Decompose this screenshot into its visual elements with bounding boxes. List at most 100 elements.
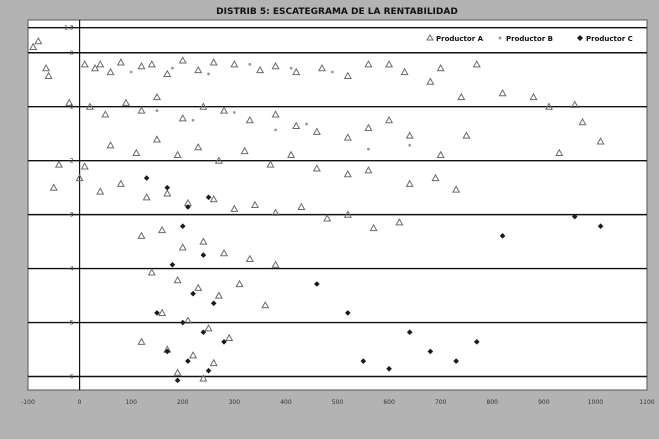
point-0-46 xyxy=(312,127,321,135)
point-0-39 xyxy=(152,92,162,101)
point-0-11 xyxy=(178,56,187,64)
point-0-7 xyxy=(116,58,125,66)
point-1-0 xyxy=(129,70,133,74)
plot-area xyxy=(27,19,648,391)
point-0-47 xyxy=(343,133,352,141)
point-0-35 xyxy=(85,102,94,110)
point-1-3 xyxy=(248,62,252,66)
point-0-36 xyxy=(101,110,110,118)
point-0-55 xyxy=(80,162,89,170)
point-0-73 xyxy=(96,187,105,195)
point-0-40 xyxy=(178,114,187,122)
y-tick-label-0: 1.3 xyxy=(64,25,74,32)
legend-label-2: Productor C xyxy=(586,35,633,43)
point-0-76 xyxy=(163,189,172,197)
point-0-27 xyxy=(498,88,507,97)
point-0-42 xyxy=(219,106,229,114)
point-0-107 xyxy=(209,358,218,367)
point-0-100 xyxy=(158,308,167,316)
point-0-8 xyxy=(137,62,146,70)
x-tick-label-3: 200 xyxy=(177,399,189,406)
point-0-51 xyxy=(436,150,445,158)
point-1-12 xyxy=(408,143,412,147)
point-0-19 xyxy=(343,71,352,79)
point-1-6 xyxy=(155,109,159,112)
point-1-4 xyxy=(289,66,293,70)
point-0-78 xyxy=(209,194,218,203)
x-tick-label-2: 100 xyxy=(125,399,137,406)
point-0-81 xyxy=(271,208,280,216)
x-tick-label-0: -100 xyxy=(21,399,35,406)
point-0-28 xyxy=(529,92,538,101)
point-0-49 xyxy=(385,115,394,124)
point-2-7 xyxy=(190,290,196,297)
point-1-5 xyxy=(330,70,334,74)
point-0-6 xyxy=(106,67,115,76)
point-0-16 xyxy=(271,62,280,70)
point-2-16 xyxy=(174,377,181,384)
point-0-83 xyxy=(323,214,332,222)
point-0-60 xyxy=(194,142,203,151)
x-tick-labels: -100 0 100 200 300 400 500 600 700 800 900 1000 1100 xyxy=(21,399,655,406)
point-0-31 xyxy=(578,117,587,126)
point-1-2 xyxy=(207,72,210,76)
point-2-21 xyxy=(453,358,459,364)
y-tick-label-3: -2 xyxy=(68,158,74,165)
point-0-71 xyxy=(49,183,58,191)
y-tick-label-1: 0 xyxy=(70,50,74,57)
point-0-68 xyxy=(405,179,414,187)
point-0-29 xyxy=(544,102,554,110)
point-2-2 xyxy=(185,204,191,210)
point-0-58 xyxy=(152,135,162,143)
point-0-13 xyxy=(209,58,218,66)
point-0-32 xyxy=(596,137,605,145)
point-0-12 xyxy=(194,65,203,74)
point-2-12 xyxy=(221,339,227,345)
y-tick-label-7: -6 xyxy=(68,374,74,381)
point-0-89 xyxy=(178,243,187,251)
point-2-9 xyxy=(154,310,160,316)
point-0-87 xyxy=(137,231,146,239)
point-0-3 xyxy=(80,60,89,68)
point-0-62 xyxy=(240,146,249,155)
point-0-99 xyxy=(261,300,270,309)
point-0-103 xyxy=(225,333,234,342)
point-2-10 xyxy=(179,319,186,326)
point-0-56 xyxy=(106,141,115,149)
point-0-59 xyxy=(173,150,182,158)
point-0-0 xyxy=(34,36,43,45)
y-tick-label-5: -4 xyxy=(68,266,74,273)
point-0-69 xyxy=(431,173,440,182)
point-0-67 xyxy=(364,166,373,174)
x-tick-label-4: 300 xyxy=(229,399,241,406)
x-tick-label-12: 1100 xyxy=(639,399,654,406)
point-0-86 xyxy=(395,218,404,226)
x-tick-label-1: 0 xyxy=(78,399,82,406)
point-0-106 xyxy=(189,351,198,359)
point-0-88 xyxy=(158,225,167,234)
point-1-11 xyxy=(367,147,370,151)
point-0-75 xyxy=(142,193,151,201)
point-0-2 xyxy=(44,71,53,79)
point-0-101 xyxy=(183,316,192,324)
point-0-97 xyxy=(214,291,223,299)
y-tick-label-2: -1 xyxy=(68,104,74,111)
x-tick-label-7: 600 xyxy=(383,399,395,406)
y-tick-label-4: -3 xyxy=(68,212,74,219)
point-0-91 xyxy=(219,248,229,257)
point-0-72 xyxy=(75,173,84,182)
point-2-13 xyxy=(164,348,171,355)
point-0-80 xyxy=(250,200,260,209)
point-0-45 xyxy=(292,121,301,130)
point-0-57 xyxy=(132,148,141,157)
legend-marker-2 xyxy=(577,35,583,41)
point-0-74 xyxy=(116,179,125,187)
point-0-93 xyxy=(271,260,280,268)
point-2-26 xyxy=(360,358,367,364)
point-0-95 xyxy=(173,275,182,284)
chart-title: DISTRIB 5: ESCATEGRAMA DE LA RENTABILIDA… xyxy=(216,7,458,17)
point-2-24 xyxy=(571,213,578,220)
point-0-102 xyxy=(204,324,213,332)
point-0-82 xyxy=(297,202,306,210)
